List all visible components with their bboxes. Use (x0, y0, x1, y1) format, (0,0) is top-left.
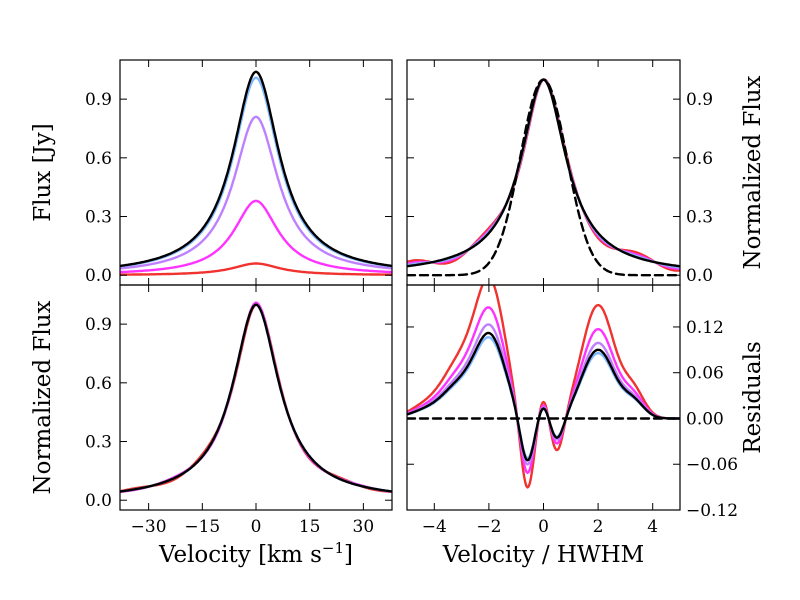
bottom-left-xtick-label: −15 (184, 517, 220, 537)
bottom-right-ytick-label: 0.00 (686, 409, 724, 429)
bottom-left-ytick-label: 0.0 (85, 491, 112, 511)
bottom-right-xtick-label: −4 (422, 517, 447, 537)
top-left-series-black (120, 70, 392, 268)
bottom-left-series-magenta (120, 301, 392, 494)
bottom-right-ytick-label: −0.06 (686, 455, 738, 475)
top-right-ytick-label: 0.0 (686, 266, 713, 286)
bottom-right-ytick-label: 0.06 (686, 364, 724, 384)
top-right-series-black (407, 78, 680, 268)
top-left-series-lightblue (120, 76, 392, 268)
bottom-right-ylabel: Residuals (740, 341, 766, 454)
panel-flux: 0.0 0.3 0.6 0.9 Flux [Jy] (30, 59, 393, 286)
bottom-left-ytick-label: 0.3 (85, 433, 112, 453)
bottom-right-xtick-label: 2 (593, 517, 604, 537)
bottom-left-xtick-label: −30 (131, 517, 167, 537)
bottom-right-ytick-label: 0.12 (686, 318, 724, 338)
bottom-right-series-magenta (407, 306, 680, 474)
top-left-ytick-label: 0.9 (85, 90, 112, 110)
top-right-ylabel: Normalized Flux (740, 75, 766, 269)
top-right-series-lightblue (407, 78, 680, 269)
bottom-left-xlabel: Velocity [km s−1] (158, 539, 353, 568)
panel-normalized-flux-hwhm: 0.0 0.3 0.6 0.9 Normalized Flux (406, 59, 766, 286)
bottom-left-series-lightblue (120, 303, 392, 493)
bottom-left-ylabel: Normalized Flux (30, 300, 56, 494)
top-right-series-magenta (407, 78, 680, 270)
top-right-ytick-label: 0.3 (686, 208, 713, 228)
top-left-ytick-label: 0.3 (85, 208, 112, 228)
top-right-frame (406, 59, 681, 286)
bottom-right-series-purple (407, 323, 680, 466)
top-left-ytick-label: 0.0 (85, 266, 112, 286)
bottom-left-ytick-label: 0.6 (85, 374, 112, 394)
top-left-series-red (120, 262, 392, 276)
bottom-left-frame (119, 284, 393, 511)
top-right-ytick-label: 0.6 (686, 149, 713, 169)
bottom-left-series-purple (120, 303, 392, 493)
bottom-left-xtick-label: 0 (251, 517, 262, 537)
panel-normalized-flux-velocity: −30 −15 0 15 30 0.0 0.3 0.6 0.9 Normalized Flux Ve… (30, 284, 393, 568)
panel-residuals: −4 −2 0 2 4 −0.12 −0.06 0.00 0.06 0.12 Residuals Ve… (406, 284, 766, 568)
top-right-series-red (407, 78, 680, 272)
top-right-series-purple (407, 78, 680, 269)
bottom-right-xlabel: Velocity / HWHM (442, 542, 644, 568)
top-right-series-gaussian-fit (407, 78, 680, 277)
bottom-right-xtick-label: −2 (476, 517, 501, 537)
top-left-ytick-label: 0.6 (85, 149, 112, 169)
bottom-left-series-red (120, 303, 392, 493)
top-left-frame (119, 59, 393, 286)
bottom-left-series-black (120, 303, 392, 493)
top-right-ytick-label: 0.9 (686, 90, 713, 110)
top-left-series-magenta (120, 199, 392, 274)
bottom-right-series-red (407, 285, 680, 489)
bottom-right-ytick-label: −0.12 (686, 501, 738, 521)
bottom-right-xtick-label: 0 (538, 517, 549, 537)
top-left-series-purple (120, 115, 392, 270)
bottom-right-xtick-label: 4 (647, 517, 658, 537)
bottom-left-xtick-label: 30 (353, 517, 375, 537)
bottom-right-series-black (407, 331, 680, 462)
top-left-ylabel: Flux [Jy] (30, 123, 56, 222)
bottom-left-ytick-label: 0.9 (85, 315, 112, 335)
bottom-left-xtick-label: 15 (299, 517, 321, 537)
